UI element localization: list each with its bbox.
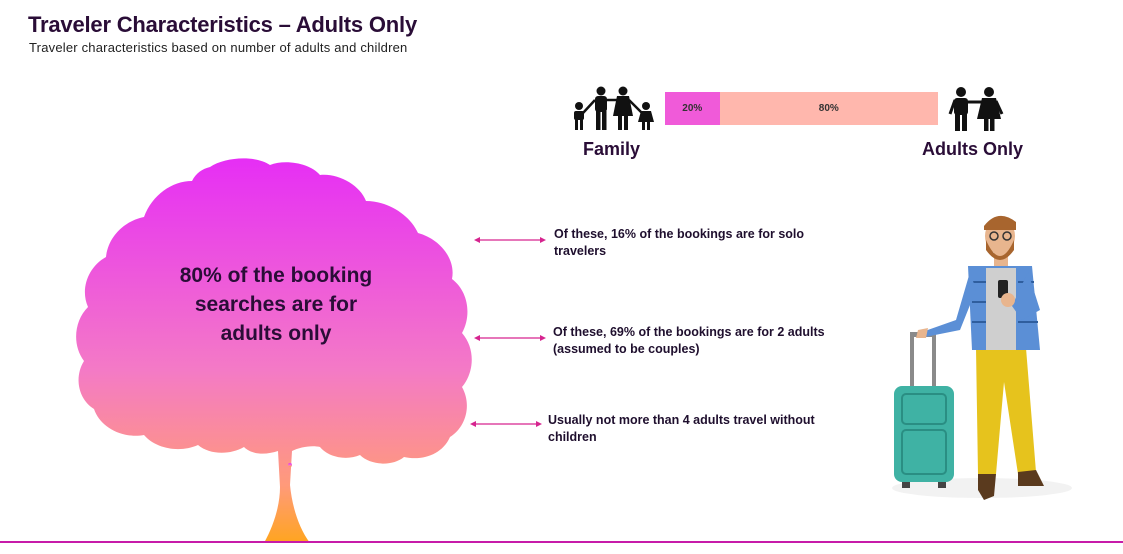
note-two-adults: Of these, 69% of the bookings are for 2 … — [553, 325, 825, 356]
family-share-label: 20% — [682, 103, 703, 114]
family-icon — [574, 86, 654, 130]
adults-share-label: 80% — [818, 103, 839, 114]
family-vs-adults-bar: 20% 80% — [665, 92, 938, 125]
adults-share-segment: 80% — [719, 92, 938, 125]
adults-only-label: Adults Only — [922, 139, 1024, 159]
family-label: Family — [583, 139, 641, 159]
page-title: Traveler Characteristics – Adults Only — [28, 12, 417, 37]
note-max-four-adults: Usually not more than 4 adults travel wi… — [548, 413, 815, 444]
page-subtitle: Traveler characteristics based on number… — [29, 40, 408, 55]
arrow-note-2 — [474, 335, 546, 341]
family-share-segment: 20% — [665, 92, 720, 125]
bottom-rule — [0, 541, 1123, 543]
arrow-note-3 — [470, 421, 542, 427]
arrow-note-1 — [474, 237, 546, 243]
tree-illustration — [76, 158, 472, 544]
traveler-with-suitcase-illustration — [892, 215, 1072, 500]
couple-icon — [948, 87, 1004, 131]
note-solo-travelers: Of these, 16% of the bookings are for so… — [554, 227, 805, 258]
tree-statement: 80% of the booking searches are for adul… — [179, 264, 373, 345]
